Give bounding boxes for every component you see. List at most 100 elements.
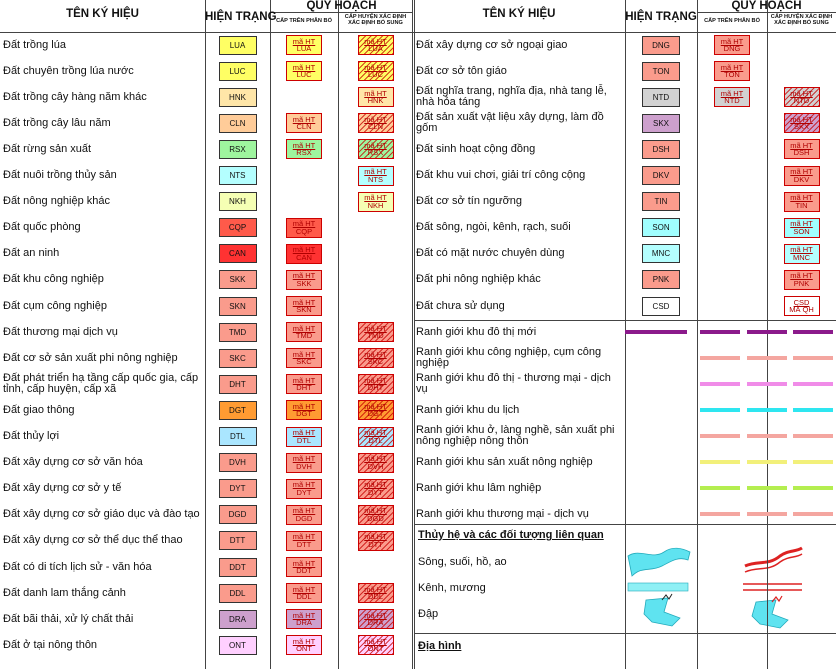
current-symbol: DSH: [642, 139, 680, 159]
planned-symbol-label: mã HT: [292, 558, 316, 568]
planned-symbol: mã HT DDT: [286, 557, 322, 577]
planned-symbol: mã HT NKH: [357, 191, 394, 212]
planned-symbol-code: TMD: [367, 331, 384, 341]
current-symbol: CSD: [642, 296, 680, 316]
planned-symbol-code: SON: [793, 226, 810, 236]
planned-symbol: mã HT SKC: [286, 348, 322, 369]
planned-symbol-code: DRA: [367, 618, 384, 628]
planned-symbol: mã HT LUC: [357, 61, 394, 82]
current-symbol: TIN: [642, 192, 680, 212]
planned-symbol: mã HT NTS: [357, 165, 394, 186]
column-line: [697, 0, 698, 669]
current-symbol: DYT: [218, 479, 257, 499]
column-line: [412, 0, 413, 669]
planned-symbol: mã HT CAN: [286, 243, 322, 264]
boundary-name: Ranh giới khu sản xuất nông nghiệp: [416, 455, 593, 468]
planned-symbol: mã HT DSH: [783, 139, 820, 160]
planned-symbol-label: mã HT: [790, 219, 813, 229]
current-symbol: HNK: [218, 87, 257, 107]
land-type-name: Đất xây dựng cơ sở y tế: [3, 482, 122, 495]
planned-symbol-label: mã HT: [292, 219, 316, 229]
boundary-planned-line: [700, 460, 740, 464]
current-symbol: DKV: [642, 166, 680, 185]
boundary-planned-line: [700, 512, 740, 516]
name-header: TÊN KÝ HIỆU: [66, 8, 139, 20]
land-type-name: Đất có mặt nước chuyên dùng: [416, 247, 565, 260]
column-line: [205, 0, 206, 669]
land-type-name: Đất phát triển hạ tầng cấp quốc gia, cấp…: [3, 372, 199, 396]
planned-symbol: mã HT DVH: [286, 452, 322, 473]
land-type-name: Đất ở tại nông thôn: [3, 638, 98, 651]
planned-symbol-code: DNG: [723, 44, 741, 53]
plan-header: QUY HOẠCH: [731, 0, 802, 12]
section-line: [414, 524, 836, 525]
district-header-line: XÁC ĐỊNH BỔ SUNG: [774, 20, 829, 27]
planned-symbol-code: TIN: [795, 200, 808, 210]
planned-symbol-code: DHT: [367, 383, 384, 393]
current-symbol: SKX: [642, 113, 680, 133]
planned-symbol-label: mã HT: [364, 167, 387, 176]
land-type-name: Đất nông nghiệp khác: [3, 195, 111, 208]
planned-symbol-label: mã HT: [790, 167, 813, 176]
planned-symbol: mã HT DTT: [286, 530, 322, 551]
current-symbol: DDT: [218, 557, 257, 577]
current-symbol: SKK: [218, 270, 257, 290]
dam-planned-mark: [771, 595, 783, 603]
boundary-planned-line: [793, 408, 833, 412]
boundary-name: Ranh giới khu ở, làng nghề, sản xuất phi…: [416, 424, 615, 447]
current-symbol: DGT: [218, 400, 257, 420]
section-line: [414, 320, 836, 321]
planned-symbol: mã HT CLN: [286, 113, 322, 134]
planned-symbol-label: mã HT: [790, 193, 813, 203]
planned-symbol: mã HT TMD: [357, 322, 394, 343]
current-header: HIỆN TRẠNG: [625, 11, 697, 23]
district-header-line: CẤP HUYỆN XÁC ĐỊNH: [344, 14, 407, 20]
land-type-name: Đất danh lam thắng cảnh: [3, 586, 126, 599]
column-line: [414, 0, 415, 669]
current-symbol: DNG: [642, 35, 680, 55]
dam-current-symbol: [643, 597, 681, 627]
planned-symbol: mã HT SKX: [783, 113, 820, 134]
planned-symbol: mã HT LUC: [286, 61, 322, 82]
land-type-name: Đất cụm công nghiệp: [3, 299, 107, 312]
land-type-name: Đất quốc phòng: [3, 221, 81, 234]
name-header: TÊN KÝ HIỆU: [482, 8, 556, 20]
land-type-name: Đất sản xuất vật liệu xây dựng, làm đồ g…: [416, 111, 604, 135]
planned-symbol: mã HT CQP: [286, 217, 322, 238]
district-header: CẤP HUYỆN XÁC ĐỊNH XÁC ĐỊNH BỔ SUNG: [338, 14, 413, 27]
land-type-name: Đất bãi thải, xử lý chất thải: [3, 612, 134, 625]
planned-symbol-code: TMD: [295, 331, 313, 341]
land-type-name: Đất trồng cây hàng năm khác: [3, 90, 147, 103]
planned-symbol-code: SKX: [793, 122, 809, 132]
planned-symbol-code: PNK: [793, 278, 810, 288]
planned-symbol: mã HT ONT: [357, 635, 394, 656]
planned-symbol-label: mã HT: [364, 62, 387, 72]
boundary-planned-line: [747, 460, 787, 464]
land-type-name: Đất giao thông: [3, 403, 75, 416]
planned-symbol-code: DTT: [368, 539, 383, 549]
canal-current-symbol: [627, 582, 689, 592]
planned-symbol-label: mã HT: [790, 140, 813, 150]
current-symbol: SKN: [218, 296, 257, 316]
land-type-name: Đất xây dựng cơ sở giáo dục và đào tạo: [3, 508, 200, 521]
planned-symbol-code: DDL: [296, 592, 312, 602]
planned-symbol-label: mã HT: [292, 584, 316, 594]
river-planned-symbol: [744, 546, 803, 568]
planned-symbol-label: mã HT: [720, 36, 744, 46]
planned-symbol-label: mã HT: [364, 323, 387, 333]
dam-planned-symbol: [751, 599, 789, 629]
planned-symbol-code: DGT: [367, 409, 384, 419]
boundary-current-line: [625, 330, 687, 334]
planned-symbol-code: LUA: [296, 44, 312, 53]
current-symbol: MNC: [642, 244, 680, 264]
planned-symbol-code: DGT: [296, 409, 312, 419]
planned-symbol-label: mã HT: [364, 428, 387, 437]
planned-symbol-code: SKK: [296, 278, 312, 288]
planned-symbol-code: TON: [724, 70, 740, 80]
planned-symbol: mã HT TIN: [783, 191, 820, 212]
planned-symbol: mã HT NTD: [783, 87, 820, 108]
current-symbol: CLN: [218, 113, 257, 133]
planned-symbol-label: mã HT: [292, 480, 316, 490]
planned-symbol-label: mã HT: [364, 532, 387, 542]
current-symbol: DTT: [218, 531, 257, 551]
